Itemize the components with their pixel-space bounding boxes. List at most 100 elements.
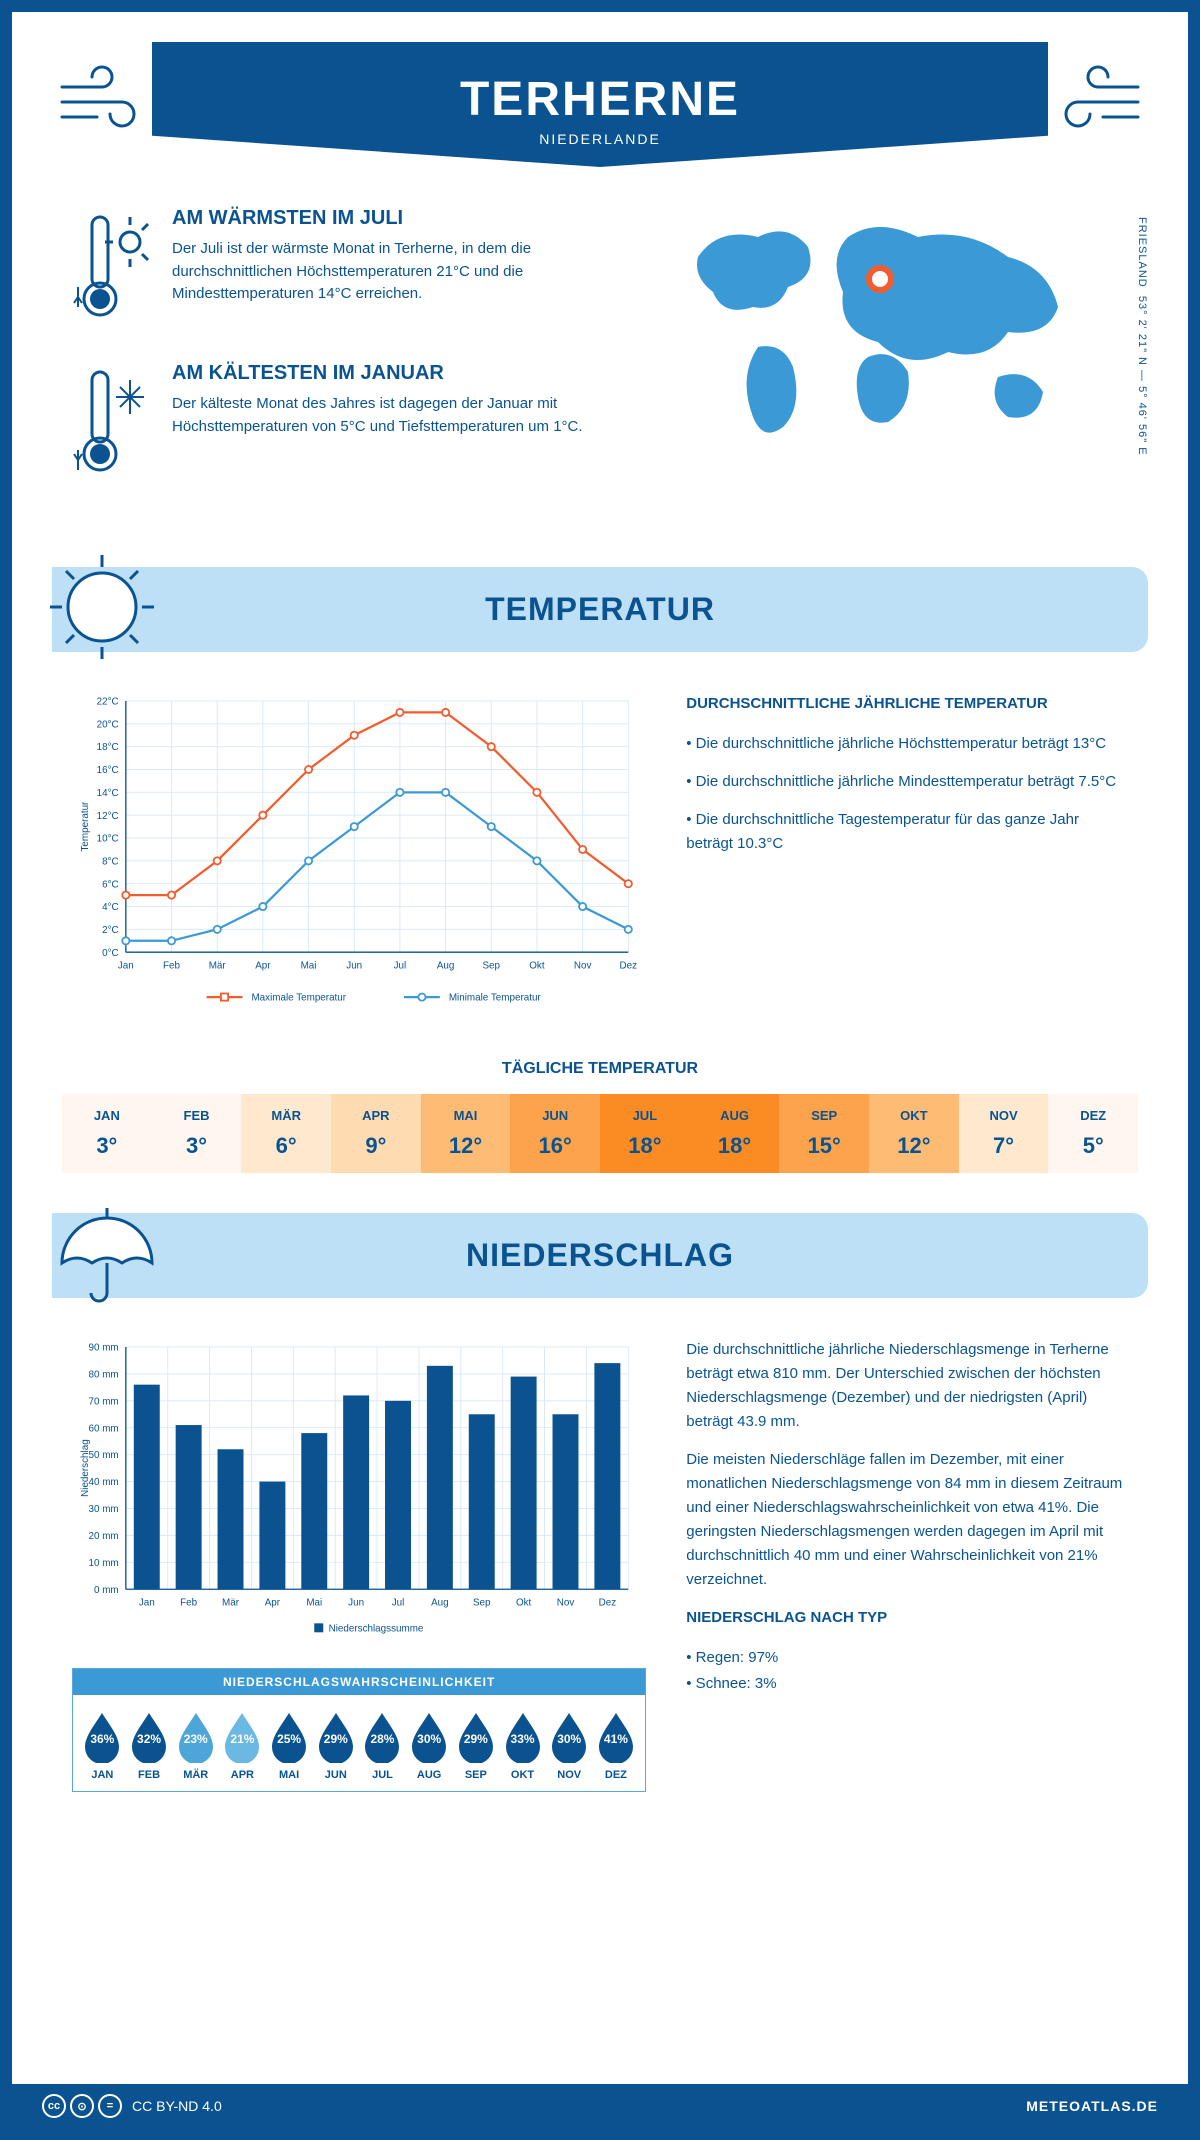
daily-cell: FEB3° <box>152 1094 242 1173</box>
svg-text:Jul: Jul <box>392 1597 405 1608</box>
temp-text-1: • Die durchschnittliche jährliche Höchst… <box>686 732 1128 756</box>
daily-cell: OKT12° <box>869 1094 959 1173</box>
precip-probability-box: NIEDERSCHLAGSWAHRSCHEINLICHKEIT 36%JAN32… <box>72 1668 646 1792</box>
fact-warm-text: Der Juli ist der wärmste Monat in Terher… <box>172 238 628 306</box>
precip-type-heading: NIEDERSCHLAG NACH TYP <box>686 1606 1128 1630</box>
precip-type-2: • Schnee: 3% <box>686 1672 1128 1696</box>
svg-text:40 mm: 40 mm <box>89 1477 119 1488</box>
sun-icon <box>42 547 162 667</box>
svg-text:18°C: 18°C <box>97 742 119 753</box>
fact-warmest: AM WÄRMSTEN IM JULI Der Juli ist der wär… <box>72 207 628 332</box>
section-precipitation: NIEDERSCHLAG <box>52 1213 1148 1298</box>
thermometer-hot-icon <box>72 207 152 332</box>
wind-icon-right <box>1048 52 1148 152</box>
section-temperature: TEMPERATUR <box>52 567 1148 652</box>
svg-text:Sep: Sep <box>482 960 500 971</box>
svg-text:90 mm: 90 mm <box>89 1343 119 1354</box>
thermometer-cold-icon <box>72 362 152 487</box>
daily-cell: MÄR6° <box>241 1094 331 1173</box>
svg-text:50 mm: 50 mm <box>89 1450 119 1461</box>
prob-item: 33%OKT <box>501 1709 544 1781</box>
precip-type-1: • Regen: 97% <box>686 1646 1128 1670</box>
svg-text:Mai: Mai <box>301 960 317 971</box>
svg-text:Okt: Okt <box>516 1597 532 1608</box>
temperature-line-chart: 0°C2°C4°C6°C8°C10°C12°C14°C16°C18°C20°C2… <box>72 692 646 1015</box>
fact-warm-title: AM WÄRMSTEN IM JULI <box>172 207 628 230</box>
svg-text:60 mm: 60 mm <box>89 1423 119 1434</box>
svg-text:Mai: Mai <box>306 1597 322 1608</box>
svg-text:30 mm: 30 mm <box>89 1504 119 1515</box>
prob-item: 30%NOV <box>548 1709 591 1781</box>
svg-text:2°C: 2°C <box>102 925 119 936</box>
svg-text:Dez: Dez <box>599 1597 617 1608</box>
svg-text:Jul: Jul <box>394 960 407 971</box>
temp-text-heading: DURCHSCHNITTLICHE JÄHRLICHE TEMPERATUR <box>686 692 1128 716</box>
site-name: METEOATLAS.DE <box>1026 2098 1158 2114</box>
temp-title: TEMPERATUR <box>52 591 1148 628</box>
precip-text-1: Die durchschnittliche jährliche Niedersc… <box>686 1338 1128 1434</box>
country-subtitle: NIEDERLANDE <box>152 131 1048 147</box>
svg-text:Nov: Nov <box>574 960 592 971</box>
daily-cell: JUL18° <box>600 1094 690 1173</box>
svg-text:4°C: 4°C <box>102 902 119 913</box>
svg-text:20°C: 20°C <box>97 719 119 730</box>
svg-text:20 mm: 20 mm <box>89 1531 119 1542</box>
svg-text:Nov: Nov <box>557 1597 575 1608</box>
prob-item: 29%JUN <box>314 1709 357 1781</box>
svg-text:Apr: Apr <box>265 1597 281 1608</box>
daily-cell: NOV7° <box>959 1094 1049 1173</box>
svg-text:Aug: Aug <box>431 1597 449 1608</box>
svg-text:Maximale Temperatur: Maximale Temperatur <box>251 993 346 1004</box>
license-text: CC BY-ND 4.0 <box>132 2098 222 2114</box>
svg-text:Jun: Jun <box>348 1597 364 1608</box>
svg-text:Jun: Jun <box>346 960 362 971</box>
coordinates: FRIESLAND 53° 2' 21" N — 5° 46' 56" E <box>1136 217 1148 456</box>
svg-text:Dez: Dez <box>620 960 638 971</box>
svg-text:6°C: 6°C <box>102 879 119 890</box>
svg-text:Mär: Mär <box>222 1597 240 1608</box>
daily-cell: MAI12° <box>421 1094 511 1173</box>
temp-text-3: • Die durchschnittliche Tagestemperatur … <box>686 808 1128 856</box>
prob-item: 29%SEP <box>455 1709 498 1781</box>
prob-item: 36%JAN <box>81 1709 124 1781</box>
svg-text:Niederschlagssumme: Niederschlagssumme <box>329 1623 424 1634</box>
daily-temperature-grid: JAN3°FEB3°MÄR6°APR9°MAI12°JUN16°JUL18°AU… <box>62 1094 1138 1173</box>
temp-text-2: • Die durchschnittliche jährliche Mindes… <box>686 770 1128 794</box>
daily-cell: JAN3° <box>62 1094 152 1173</box>
svg-text:0 mm: 0 mm <box>94 1585 119 1596</box>
svg-text:12°C: 12°C <box>97 811 119 822</box>
page-footer: cc⊙= CC BY-ND 4.0 METEOATLAS.DE <box>12 2084 1188 2128</box>
prob-item: 23%MÄR <box>174 1709 217 1781</box>
svg-text:10°C: 10°C <box>97 834 119 845</box>
fact-cold-text: Der kälteste Monat des Jahres ist dagege… <box>172 393 628 438</box>
daily-cell: AUG18° <box>690 1094 780 1173</box>
fact-coldest: AM KÄLTESTEN IM JANUAR Der kälteste Mona… <box>72 362 628 487</box>
daily-cell: SEP15° <box>779 1094 869 1173</box>
svg-text:Feb: Feb <box>180 1597 198 1608</box>
svg-text:16°C: 16°C <box>97 765 119 776</box>
world-map <box>668 207 1088 447</box>
svg-text:8°C: 8°C <box>102 856 119 867</box>
svg-text:Apr: Apr <box>255 960 271 971</box>
precip-text-2: Die meisten Niederschläge fallen im Deze… <box>686 1448 1128 1592</box>
svg-text:Jan: Jan <box>118 960 134 971</box>
city-title: TERHERNE <box>152 72 1048 127</box>
svg-text:14°C: 14°C <box>97 788 119 799</box>
svg-text:Feb: Feb <box>163 960 181 971</box>
fact-cold-title: AM KÄLTESTEN IM JANUAR <box>172 362 628 385</box>
umbrella-icon <box>42 1193 162 1313</box>
prob-item: 30%AUG <box>408 1709 451 1781</box>
svg-text:80 mm: 80 mm <box>89 1369 119 1380</box>
svg-text:Temperatur: Temperatur <box>80 801 91 852</box>
prob-item: 32%FEB <box>128 1709 171 1781</box>
daily-cell: DEZ5° <box>1048 1094 1138 1173</box>
svg-text:Sep: Sep <box>473 1597 491 1608</box>
svg-text:Niederschlag: Niederschlag <box>80 1439 91 1497</box>
precipitation-bar-chart: 0 mm10 mm20 mm30 mm40 mm50 mm60 mm70 mm8… <box>72 1338 646 1643</box>
prob-item: 21%APR <box>221 1709 264 1781</box>
daily-temp-title: TÄGLICHE TEMPERATUR <box>12 1060 1188 1078</box>
svg-text:Mär: Mär <box>209 960 227 971</box>
daily-cell: APR9° <box>331 1094 421 1173</box>
svg-text:Okt: Okt <box>529 960 545 971</box>
precip-title: NIEDERSCHLAG <box>52 1237 1148 1274</box>
